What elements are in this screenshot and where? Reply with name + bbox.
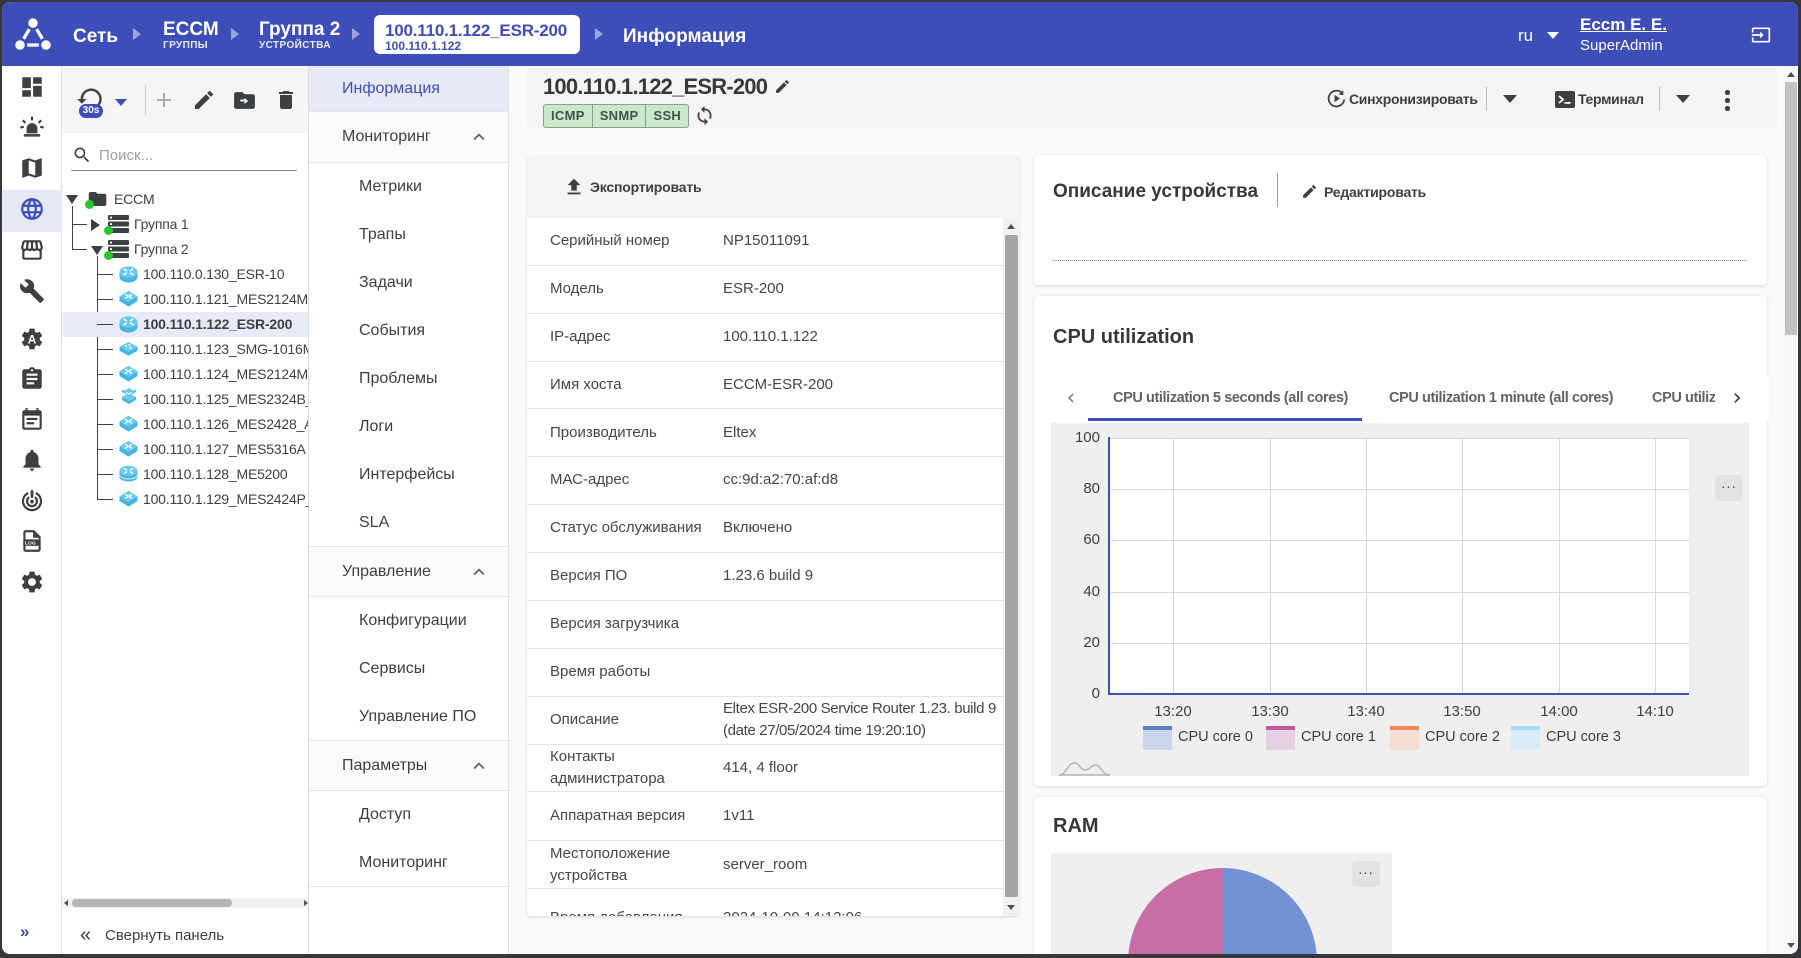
svg-text:A: A bbox=[28, 332, 37, 346]
svg-text:LOG: LOG bbox=[25, 541, 36, 547]
